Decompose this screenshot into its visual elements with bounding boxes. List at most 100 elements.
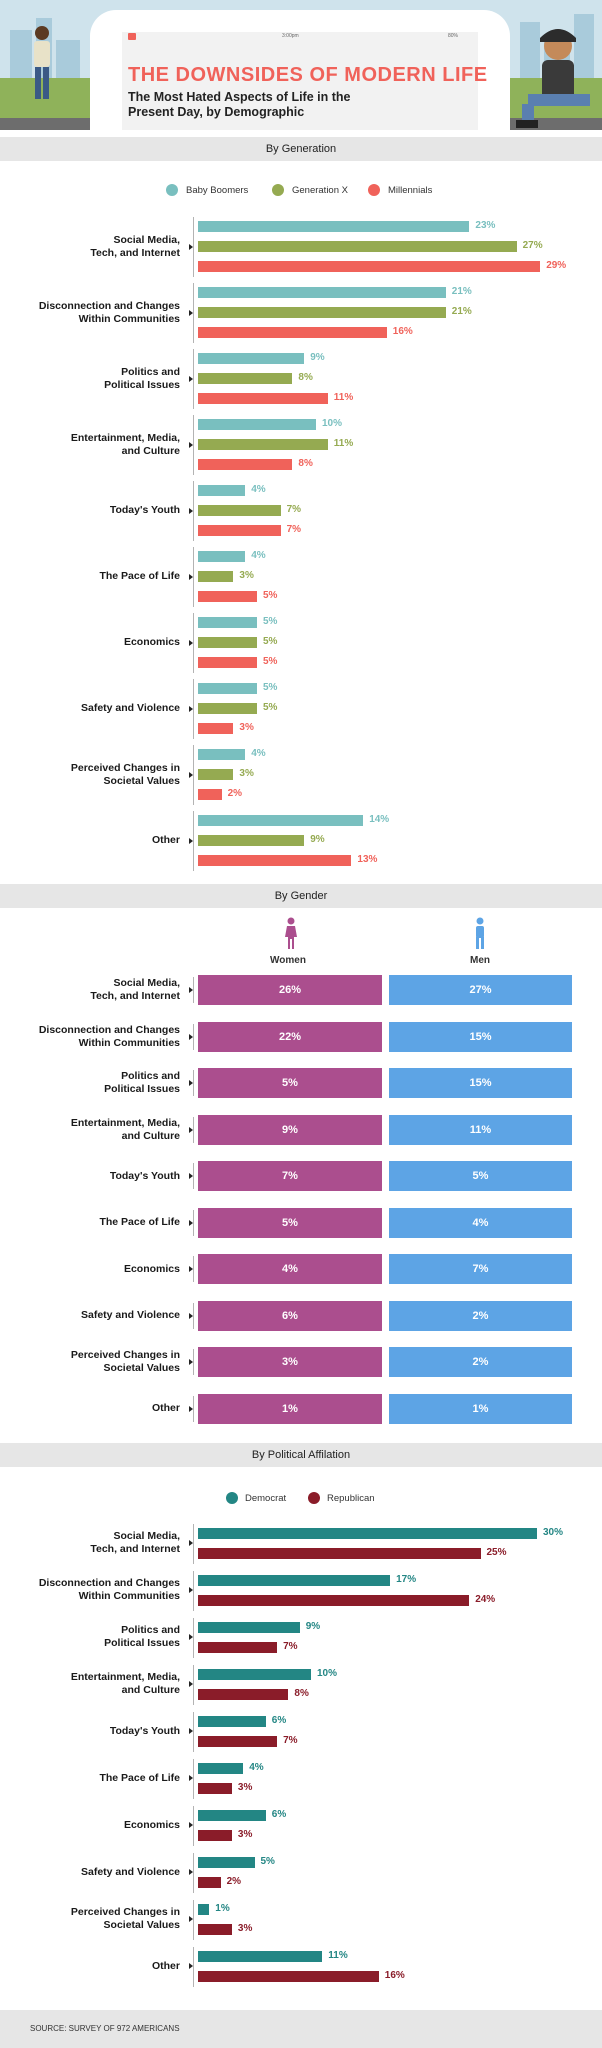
generation-value-label-baby-boomers-5: 4% (251, 550, 266, 561)
political-category-label-line: Political Issues (104, 1637, 180, 1649)
gender-category-label-line: Political Issues (104, 1083, 180, 1095)
generation-value-label-baby-boomers-0: 23% (475, 220, 496, 231)
generation-bar-generation-x-9 (198, 835, 305, 846)
gender-bar-men-4: 5% (389, 1161, 572, 1191)
gender-arrow-icon (189, 1266, 193, 1272)
legend-dot-millennials (368, 184, 380, 196)
gender-bar-women-5: 5% (198, 1207, 382, 1238)
gender-bar-men-3: 11% (389, 1114, 572, 1145)
page-subtitle: The Most Hated Aspects of Life in the Pr… (128, 90, 351, 119)
political-value-label-democrat-4: 6% (271, 1715, 287, 1726)
generation-arrow-icon (189, 243, 193, 250)
generation-value-label-generation-x-1: 21% (451, 306, 472, 317)
political-bar-democrat-5 (198, 1763, 244, 1774)
gender-category-label-line: Safety and Violence (80, 1309, 180, 1321)
political-value-label-democrat-0: 30% (543, 1527, 564, 1538)
political-category-label-6: Economics (0, 1819, 180, 1832)
political-bar-republican-3 (198, 1689, 289, 1700)
political-bar-democrat-4 (198, 1716, 266, 1727)
gender-arrow-icon (189, 987, 193, 993)
gender-arrow-icon (189, 1312, 193, 1319)
gender-bar-women-0: 26% (198, 975, 382, 1005)
generation-arrow-icon (189, 375, 193, 382)
generation-bar-millennials-5 (198, 591, 257, 602)
political-category-label-line: Entertainment, Media, (70, 1671, 180, 1683)
gender-bar-women-8: 3% (198, 1347, 382, 1377)
generation-bar-baby-boomers-2 (198, 353, 305, 364)
gender-bar-men-9: 1% (389, 1393, 572, 1424)
political-value-label-republican-3: 8% (294, 1688, 309, 1699)
generation-category-label-line: Disconnection and Changes (38, 299, 180, 312)
generation-bar-millennials-7 (198, 723, 234, 734)
political-axis-line (193, 1571, 194, 1611)
legend-label-republican: Republican (327, 1493, 375, 1504)
page-title: THE DOWNSIDES OF MODERN LIFE (128, 64, 488, 86)
generation-value-label-millennials-4: 7% (286, 524, 302, 535)
political-value-label-republican-9: 16% (384, 1970, 405, 1981)
section-title-political: By Political Affilation (0, 1443, 602, 1467)
generation-category-label-9: Other (0, 834, 180, 847)
legend-label-millennials: Millennials (388, 185, 433, 196)
generation-axis-line (193, 811, 194, 871)
generation-axis-line (193, 283, 194, 343)
generation-category-label-line: Perceived Changes in (70, 761, 180, 774)
political-value-label-republican-5: 3% (237, 1782, 253, 1793)
legend-label-democrat: Democrat (245, 1493, 287, 1504)
political-bar-democrat-2 (198, 1622, 300, 1633)
generation-value-label-baby-boomers-4: 4% (251, 484, 266, 495)
political-axis-line (193, 1524, 194, 1564)
gender-category-label-line: and Culture (121, 1129, 180, 1142)
generation-category-label-3: Entertainment, Media, and Culture (0, 432, 180, 458)
generation-value-label-generation-x-3: 11% (333, 438, 354, 449)
political-bar-republican-8 (198, 1924, 232, 1935)
generation-bar-millennials-6 (198, 657, 257, 668)
political-bar-republican-4 (198, 1736, 278, 1747)
political-arrow-icon (189, 1775, 193, 1781)
generation-bar-generation-x-2 (198, 373, 293, 384)
legend-dot-baby-boomers (166, 184, 178, 196)
phone-battery: 80% (448, 33, 459, 39)
generation-value-label-generation-x-7: 5% (263, 702, 278, 713)
generation-value-label-millennials-5: 5% (263, 590, 278, 601)
gender-category-label-7: Safety and Violence (0, 1309, 180, 1322)
generation-bar-millennials-8 (198, 789, 222, 800)
generation-axis-line (193, 547, 194, 607)
gender-bar-women-6: 4% (198, 1254, 382, 1284)
footer: SOURCE: SURVEY OF 972 AMERICANS (0, 2010, 602, 2048)
political-category-label-line: Perceived Changes in (70, 1906, 180, 1918)
generation-bar-generation-x-6 (198, 637, 257, 648)
political-bar-republican-0 (198, 1548, 481, 1559)
gender-category-label-line: Social Media, (113, 977, 180, 989)
political-bar-democrat-3 (198, 1669, 311, 1680)
political-value-label-democrat-6: 6% (271, 1809, 287, 1820)
political-axis-line (193, 1853, 194, 1893)
political-bar-democrat-9 (198, 1951, 323, 1962)
political-category-label-line: and Culture (121, 1684, 180, 1696)
generation-bar-baby-boomers-3 (198, 419, 316, 430)
political-axis-line (193, 1712, 194, 1752)
political-bar-republican-2 (198, 1642, 278, 1653)
generation-value-label-generation-x-2: 8% (298, 372, 313, 383)
political-arrow-icon (189, 1822, 193, 1828)
political-value-label-democrat-9: 11% (328, 1950, 348, 1961)
generation-bar-generation-x-7 (198, 703, 257, 714)
political-axis-line (193, 1947, 194, 1987)
phone-status-bar: 3:00pm 80% (122, 32, 478, 42)
political-bar-republican-6 (198, 1830, 232, 1841)
legend-label-baby-boomers: Baby Boomers (186, 185, 249, 196)
political-bar-republican-1 (198, 1595, 470, 1606)
political-value-label-republican-1: 24% (475, 1594, 496, 1605)
generation-category-label-8: Perceived Changes in Societal Values (0, 762, 180, 788)
gender-category-label-line: Entertainment, Media, (70, 1116, 180, 1129)
gender-category-label-2: Politics and Political Issues (0, 1070, 180, 1096)
generation-arrow-icon (189, 441, 193, 448)
political-value-label-democrat-3: 10% (317, 1668, 338, 1679)
generation-bar-baby-boomers-5 (198, 551, 246, 562)
generation-category-label-line: Economics (123, 636, 180, 648)
gender-bar-men-8: 2% (389, 1347, 572, 1377)
gender-category-label-0: Social Media, Tech, and Internet (0, 977, 180, 1003)
political-category-label-line: Economics (123, 1818, 180, 1831)
generation-value-label-generation-x-0: 27% (522, 240, 543, 251)
generation-value-label-millennials-9: 13% (357, 854, 378, 865)
political-value-label-democrat-8: 1% (215, 1903, 230, 1914)
